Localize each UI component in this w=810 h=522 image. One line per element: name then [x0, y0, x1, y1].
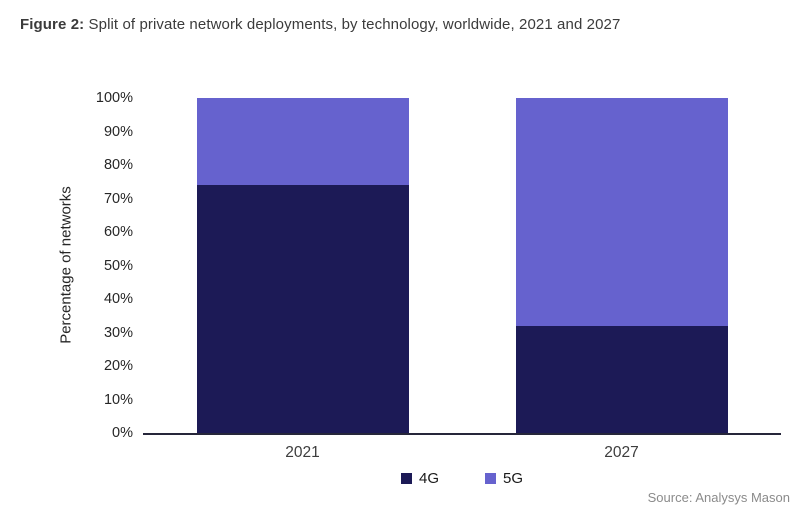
bar-segment-4g-2027: [515, 325, 728, 433]
y-tick-label-50: 50%: [103, 257, 133, 274]
y-tick-label-10: 10%: [103, 391, 133, 408]
bar-segment-5g-2021: [196, 98, 409, 186]
y-tick-label-80: 80%: [103, 157, 133, 173]
figure-label: Figure 2:: [20, 16, 85, 33]
source-note: Source: Analysys Mason: [647, 490, 790, 505]
legend-label-4g: 4G: [418, 470, 439, 487]
figure-title: Figure 2: Split of private network deplo…: [20, 15, 795, 35]
bar-group-2027: [515, 98, 728, 433]
y-tick-label-20: 20%: [103, 358, 133, 374]
plot-area: [143, 98, 781, 435]
legend-swatch-4g-icon: [400, 473, 412, 484]
y-tick-label-100: 100%: [95, 90, 133, 106]
y-tick-label-30: 30%: [103, 324, 133, 341]
bar-group-2021: [196, 98, 409, 433]
bar-segment-4g-2021: [196, 185, 409, 433]
bar-segment-5g-2027: [515, 98, 728, 326]
x-axis-label-2021: 2021: [285, 444, 320, 461]
legend-label-5g: 5G: [503, 470, 524, 487]
figure-title-text: Split of private network deployments, by…: [84, 16, 621, 33]
y-tick-label-90: 90%: [103, 123, 133, 140]
y-tick-label-60: 60%: [103, 224, 133, 240]
legend-item-5g: 5G: [485, 470, 523, 487]
x-axis-label-2027: 2027: [604, 444, 639, 461]
y-tick-label-70: 70%: [103, 190, 133, 207]
y-tick-label-40: 40%: [103, 291, 133, 307]
y-tick-label-0: 0%: [112, 425, 133, 441]
legend-item-4g: 4G: [400, 470, 439, 487]
y-axis-tick-labels: 0% 10% 20% 30% 40% 50% 60% 70% 80% 90% 100%: [0, 90, 133, 441]
legend-swatch-5g-icon: [485, 473, 496, 484]
x-axis-labels: 2021 2027: [143, 444, 781, 462]
chart-legend: 4G 5G: [143, 470, 781, 487]
